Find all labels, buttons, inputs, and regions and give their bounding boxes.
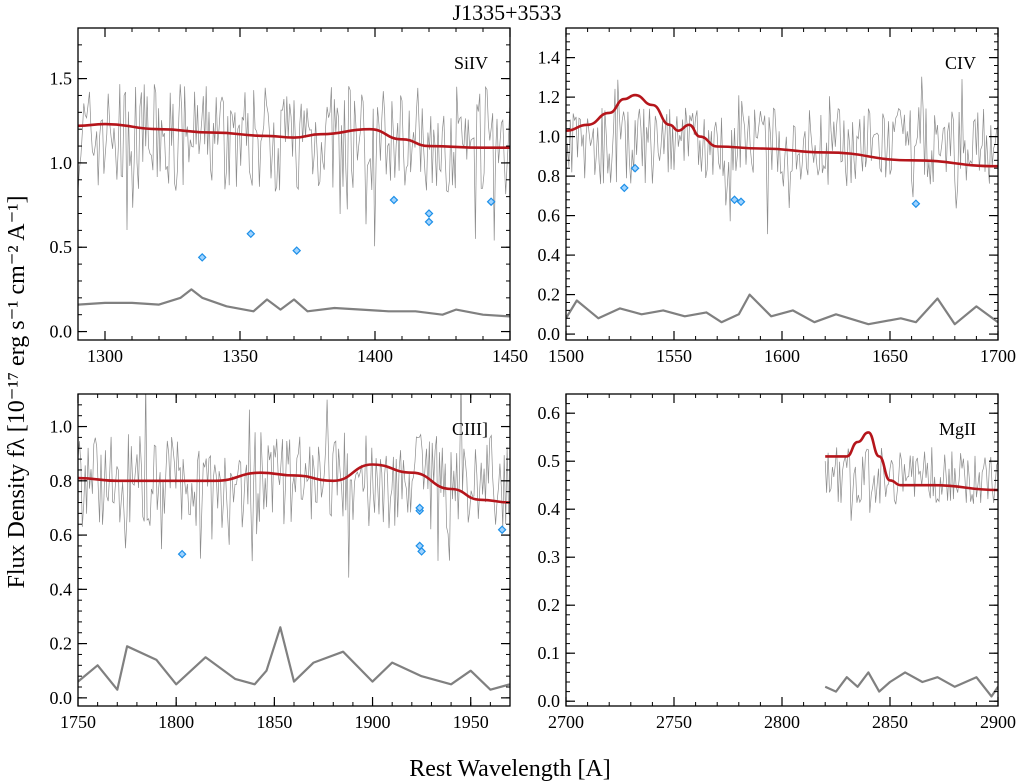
y-tick-label: 0.0 [50,688,73,708]
x-tick-label: 1450 [492,346,528,366]
x-tick-label: 1800 [158,712,194,732]
x-tick-label: 1900 [355,712,391,732]
absorption-marker [389,195,399,205]
absorption-marker [197,253,207,262]
x-tick-label: 1700 [980,346,1016,366]
error-spectrum [566,293,998,326]
error-spectrum [78,626,510,691]
x-tick-label: 1350 [222,346,258,366]
y-tick-label: 1.0 [538,127,561,147]
observed-spectrum [566,76,998,235]
x-tick-label: 1650 [872,346,908,366]
x-tick-label: 1600 [764,346,800,366]
x-tick-label: 1500 [548,346,584,366]
y-tick-label: 0.2 [538,285,561,305]
x-tick-label: 2800 [764,712,800,732]
y-tick-label: 0.5 [50,237,73,257]
x-tick-label: 1550 [656,346,692,366]
y-axis-label: Flux Density fλ [10⁻¹⁷ erg s⁻¹ cm⁻² A⁻¹] [4,196,30,589]
absorption-marker [730,195,739,205]
panel-civ: 1500 1550 1600 1650 1700 0.0 0.2 0.4 0.6 0.8 1.0 1.… [538,27,1016,366]
model-fit [78,463,510,504]
absorption-marker [424,209,434,218]
x-tick-label: 2900 [980,712,1016,732]
y-tick-label: 1.0 [50,417,73,437]
error-spectrum [78,288,510,318]
observed-spectrum [78,394,510,578]
x-tick-label: 1850 [256,712,292,732]
x-tick-label: 2850 [872,712,908,732]
absorption-marker [424,217,434,227]
figure-title: J1335+3533 [453,0,562,25]
axes-frame [77,27,511,341]
y-tick-label: 0.0 [538,324,561,344]
y-tick-label: 0.6 [538,206,561,226]
x-tick-label: 1400 [357,346,393,366]
y-tick-label: 0.4 [538,499,561,519]
x-tick-label: 1300 [87,346,123,366]
y-tick-label: 1.0 [50,153,73,173]
x-tick-label: 2750 [656,712,692,732]
y-tick-label: 0.0 [50,322,73,342]
model-fit [566,93,998,168]
y-tick-label: 0.8 [50,471,73,491]
axes-frame [565,27,999,341]
absorption-marker [630,163,640,173]
absorption-marker [911,199,921,209]
y-tick-label: 0.6 [538,403,561,423]
absorption-marker [619,183,629,193]
y-tick-label: 1.2 [538,87,561,107]
y-tick-label: 0.4 [538,245,561,265]
panel-ciii: 1750 1800 1850 1900 1950 0.0 0.2 0.4 0.6 0.8 1.0 CI… [50,393,511,732]
x-tick-label: 1750 [60,712,96,732]
y-tick-label: 0.3 [538,547,561,567]
absorption-marker [417,547,426,556]
absorption-marker [497,525,507,535]
error-spectrum [824,671,998,698]
absorption-marker [415,503,425,513]
panel-line-label: CIII] [452,419,488,439]
x-axis-label: Rest Wavelength [A] [409,756,611,782]
model-fit [825,431,998,492]
y-tick-label: 0.2 [50,634,73,654]
panel-mgii: 2700 2750 2800 2850 2900 0.0 0.1 0.2 0.3 0.4 0.5 0.… [538,393,1016,732]
absorption-marker [292,246,302,255]
model-fit [78,122,510,149]
axes-frame [565,393,999,707]
y-tick-label: 0.8 [538,166,561,186]
panel-siiv: 1300 1350 1400 1450 0.0 0.5 1.0 1.5 SiIV [50,27,528,366]
y-tick-label: 0.4 [50,579,73,599]
y-tick-label: 0.1 [538,643,561,663]
y-tick-label: 1.4 [538,48,561,68]
absorption-marker [177,549,187,559]
y-tick-label: 0.2 [538,595,561,615]
x-tick-label: 1950 [453,712,489,732]
panel-line-label: MgII [939,419,976,439]
y-tick-label: 0.6 [50,525,73,545]
panel-line-label: SiIV [454,53,488,73]
panel-line-label: CIV [945,53,976,73]
x-tick-label: 2700 [548,712,584,732]
absorption-marker [246,229,256,239]
absorption-marker [736,197,746,207]
y-tick-label: 0.5 [538,451,561,471]
observed-spectrum [824,447,998,521]
absorption-marker [486,197,496,207]
observed-spectrum [78,84,510,247]
y-tick-label: 1.5 [50,69,73,89]
axes-frame [77,393,511,707]
y-tick-label: 0.0 [538,691,561,711]
